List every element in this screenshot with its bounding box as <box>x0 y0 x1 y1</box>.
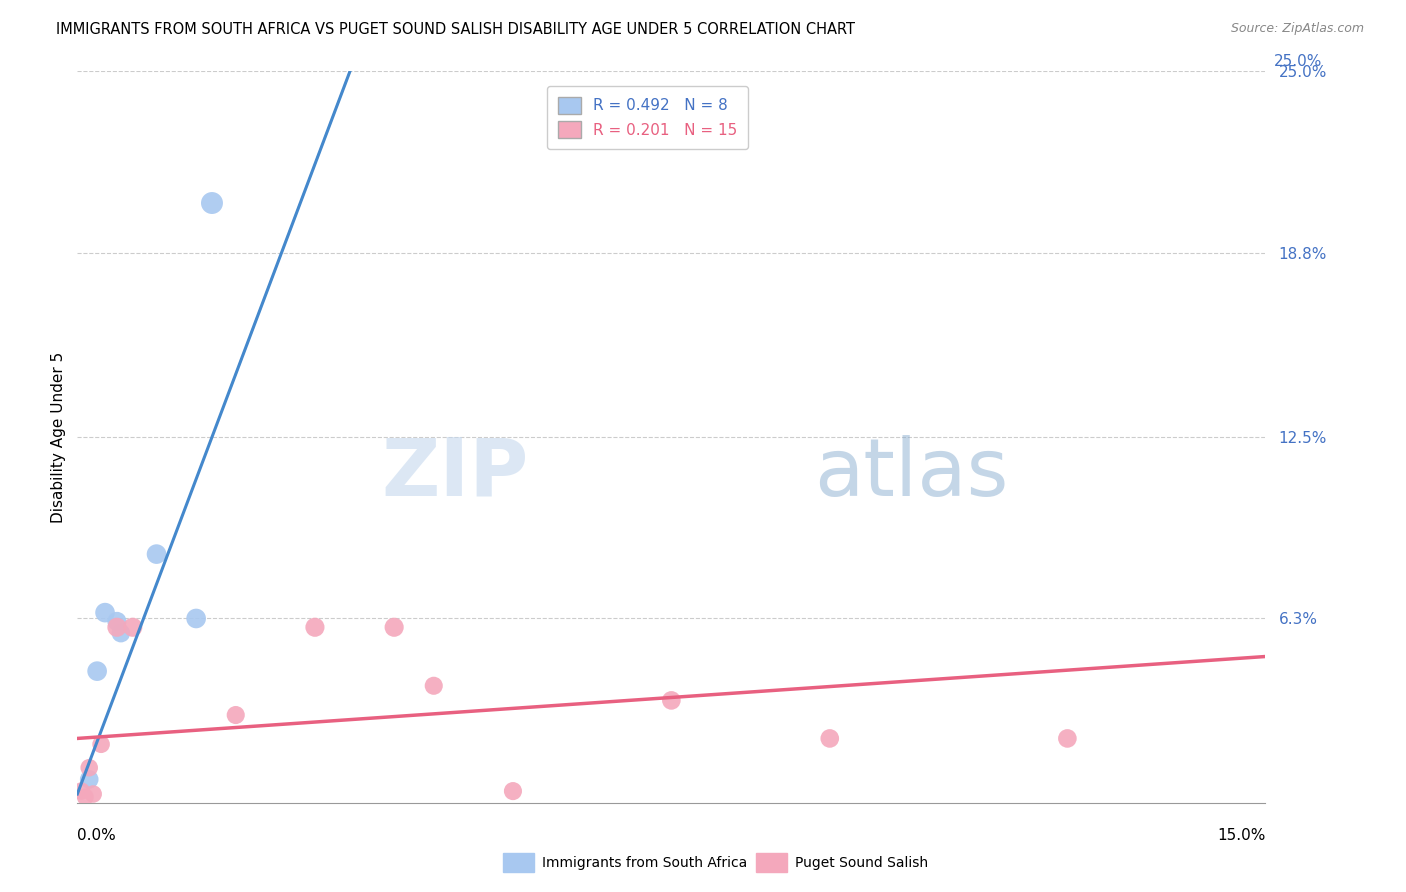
Point <box>70 784 93 798</box>
Point <box>818 731 841 746</box>
Point <box>201 196 224 211</box>
Point <box>82 787 104 801</box>
Point <box>77 772 100 787</box>
Point <box>110 626 132 640</box>
Text: Puget Sound Salish: Puget Sound Salish <box>796 855 928 870</box>
Text: 25.0%: 25.0% <box>1274 54 1322 69</box>
Point <box>75 789 97 804</box>
Text: 15.0%: 15.0% <box>1218 829 1265 844</box>
Point <box>94 606 117 620</box>
Text: ZIP: ZIP <box>381 434 529 513</box>
Point <box>105 615 128 629</box>
Point <box>86 664 108 678</box>
Point <box>423 679 446 693</box>
Point <box>1056 731 1078 746</box>
Point <box>121 620 143 634</box>
Y-axis label: Disability Age Under 5: Disability Age Under 5 <box>51 351 66 523</box>
Point <box>77 761 100 775</box>
Point <box>90 737 112 751</box>
Text: 0.0%: 0.0% <box>77 829 117 844</box>
Point <box>502 784 524 798</box>
Point <box>661 693 683 707</box>
Point <box>382 620 405 634</box>
Text: Source: ZipAtlas.com: Source: ZipAtlas.com <box>1230 22 1364 36</box>
Point <box>145 547 167 561</box>
Point <box>186 611 208 625</box>
Text: IMMIGRANTS FROM SOUTH AFRICA VS PUGET SOUND SALISH DISABILITY AGE UNDER 5 CORREL: IMMIGRANTS FROM SOUTH AFRICA VS PUGET SO… <box>56 22 855 37</box>
Text: Immigrants from South Africa: Immigrants from South Africa <box>543 855 747 870</box>
Point <box>105 620 128 634</box>
Point <box>304 620 326 634</box>
Point <box>225 708 247 723</box>
Text: atlas: atlas <box>814 434 1008 513</box>
Legend: R = 0.492   N = 8, R = 0.201   N = 15: R = 0.492 N = 8, R = 0.201 N = 15 <box>547 87 748 149</box>
